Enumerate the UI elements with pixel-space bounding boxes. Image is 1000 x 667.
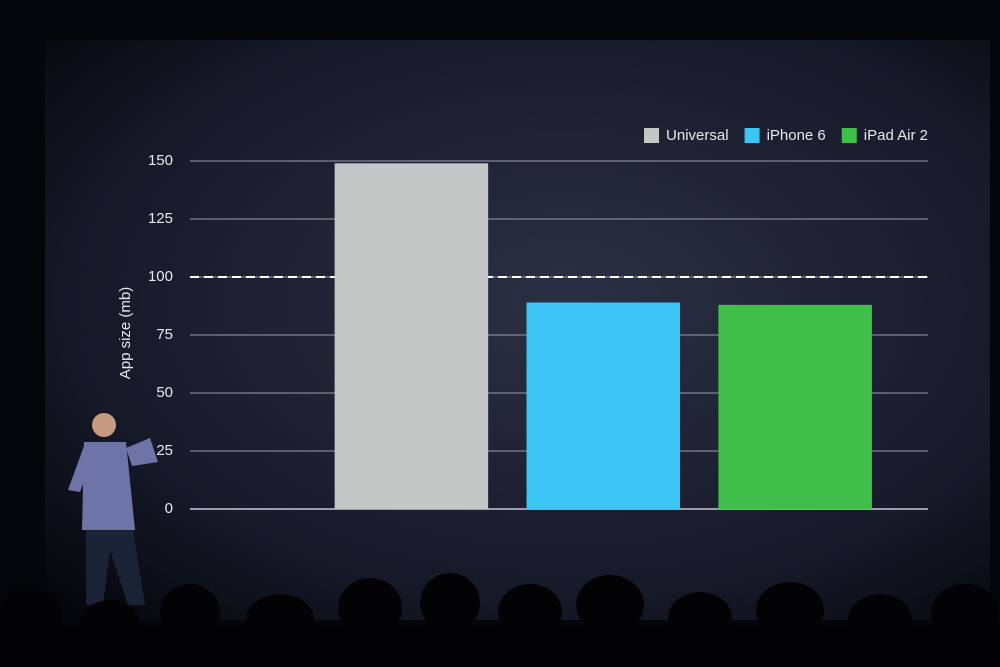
head: [420, 573, 480, 633]
presenter: [68, 413, 158, 605]
bar: [334, 163, 489, 509]
head: [160, 584, 220, 640]
y-tick-label: 0: [165, 500, 173, 517]
head: [338, 578, 402, 638]
legend-label: Universal: [666, 127, 729, 144]
y-tick-label: 125: [148, 210, 173, 227]
head: [0, 587, 62, 643]
presenter-legs: [86, 530, 145, 605]
legend-label: iPad Air 2: [864, 127, 928, 144]
head: [80, 600, 140, 650]
legend-swatch: [644, 128, 660, 143]
bar: [718, 304, 872, 509]
y-tick-label: 150: [148, 152, 173, 169]
presenter-shirt: [82, 442, 135, 530]
bar: [526, 302, 681, 509]
presenter-arm: [68, 446, 92, 492]
presenter-head: [92, 413, 116, 437]
presenter-arm: [126, 438, 158, 466]
head: [848, 594, 912, 646]
legend-label: iPhone 6: [767, 127, 826, 144]
y-tick-label: 50: [156, 384, 173, 401]
y-tick-label: 75: [156, 326, 173, 343]
head: [756, 582, 824, 638]
head: [668, 592, 732, 644]
legend-swatch: [841, 128, 857, 143]
audience-row: [0, 625, 1000, 667]
audience: [0, 573, 1000, 667]
plot: 0 25 50 75 100 125 150 iPad Air 2 iPhone 6 Univer…: [148, 127, 928, 517]
legend-swatch: [744, 128, 760, 143]
head: [931, 584, 999, 640]
head: [576, 575, 644, 635]
head: [246, 594, 314, 646]
y-axis-label: App size (mb): [117, 287, 134, 380]
y-tick-label: 25: [156, 442, 173, 459]
head: [498, 584, 562, 640]
y-tick-label: 100: [148, 268, 173, 285]
